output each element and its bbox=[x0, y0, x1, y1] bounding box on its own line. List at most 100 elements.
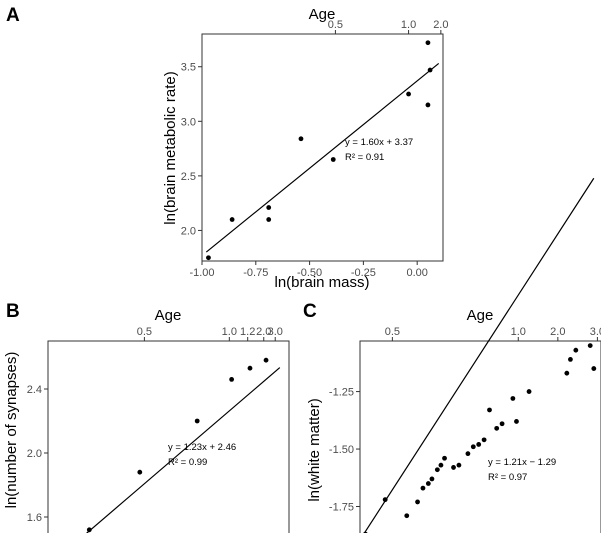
top-tick-label-c-3: 3.0 bbox=[590, 326, 601, 338]
data-point-c-2 bbox=[382, 497, 388, 503]
y-axis-title-a: ln(brain metabolic rate) bbox=[162, 71, 179, 224]
data-points-b bbox=[86, 357, 269, 533]
data-point-b-1 bbox=[137, 469, 143, 475]
data-point-a-3 bbox=[266, 217, 272, 222]
data-point-a-5 bbox=[330, 157, 336, 162]
data-point-c-19 bbox=[499, 421, 505, 427]
top-axis-title-b: Age bbox=[155, 307, 182, 324]
x-tick-label-a-3: -0.25 bbox=[351, 267, 376, 279]
data-point-c-9 bbox=[438, 462, 444, 468]
y-axis-title-b: ln(number of synapses) bbox=[3, 352, 20, 509]
data-point-b-5 bbox=[263, 357, 269, 363]
data-point-a-1 bbox=[229, 217, 235, 222]
plot-area-c bbox=[359, 340, 601, 533]
panel-label-b: B bbox=[6, 301, 20, 322]
top-tick-label-b-3: 2.0 bbox=[256, 326, 271, 338]
equation-b: y = 1.23x + 2.46 bbox=[168, 442, 236, 453]
y-tick-label-c-0: -1.75 bbox=[329, 502, 354, 514]
data-point-a-7 bbox=[425, 40, 431, 46]
data-point-c-20 bbox=[510, 396, 516, 401]
x-tick-label-a-2: -0.50 bbox=[297, 267, 322, 279]
data-point-c-27 bbox=[591, 366, 597, 371]
y-tick-label-a-1: 2.5 bbox=[181, 171, 196, 183]
y-tick-label-c-1: -1.50 bbox=[329, 444, 354, 456]
x-axis-title-a: ln(brain mass) bbox=[274, 274, 369, 291]
equation-a: y = 1.60x + 3.37 bbox=[345, 137, 413, 148]
data-points-c bbox=[363, 343, 597, 533]
data-point-c-13 bbox=[465, 451, 471, 457]
data-point-c-3 bbox=[404, 513, 410, 519]
data-point-c-25 bbox=[573, 347, 579, 353]
data-point-c-24 bbox=[568, 356, 573, 362]
data-point-c-15 bbox=[476, 442, 482, 447]
y-tick-label-b-1: 2.0 bbox=[27, 448, 42, 460]
y-tick-label-a-0: 2.0 bbox=[181, 225, 196, 237]
top-tick-label-b-0: 0.5 bbox=[137, 326, 152, 338]
data-point-a-8 bbox=[427, 67, 433, 73]
data-point-c-11 bbox=[451, 465, 456, 470]
data-point-b-4 bbox=[247, 365, 253, 371]
data-point-b-0 bbox=[86, 527, 92, 533]
regression-line-c bbox=[363, 177, 595, 533]
regression-line-a bbox=[205, 63, 440, 253]
y-tick-label-b-2: 2.4 bbox=[27, 384, 42, 396]
ticks-a: -1.00 -0.75 -0.50 -0.25 0.00 2.0 2.5 3.0 3.5 0.5 1… bbox=[181, 19, 449, 279]
data-point-c-22 bbox=[526, 389, 532, 394]
data-point-c-26 bbox=[587, 343, 593, 348]
data-point-c-16 bbox=[481, 437, 487, 443]
data-point-c-8 bbox=[434, 467, 440, 473]
y-tick-label-a-2: 3.0 bbox=[181, 116, 196, 128]
equation-c: y = 1.21x − 1.29 bbox=[488, 457, 556, 468]
top-tick-label-a-1: 1.0 bbox=[401, 19, 416, 31]
top-tick-label-b-4: 3.0 bbox=[268, 326, 283, 338]
top-tick-label-c-1: 1.0 bbox=[511, 326, 526, 338]
r-squared-c: R² = 0.97 bbox=[488, 472, 527, 483]
data-point-c-18 bbox=[494, 425, 500, 431]
data-point-a-6 bbox=[406, 91, 411, 97]
data-point-c-12 bbox=[456, 462, 462, 468]
ticks-c: -1.75 -1.50 -1.25 0.5 1.0 2.0 3.0 bbox=[329, 326, 601, 514]
data-point-b-2 bbox=[194, 418, 200, 424]
regression-line-b bbox=[85, 367, 281, 533]
r-squared-b: R² = 0.99 bbox=[168, 457, 207, 468]
top-tick-label-c-0: 0.5 bbox=[385, 326, 400, 338]
data-point-a-0 bbox=[206, 255, 211, 261]
plot-area-b bbox=[47, 340, 290, 533]
data-point-c-5 bbox=[420, 485, 426, 491]
data-point-c-21 bbox=[514, 419, 519, 424]
y-axis-title-c: ln(white matter) bbox=[306, 398, 323, 501]
data-point-c-6 bbox=[425, 481, 431, 486]
panel-a: A Age ln(brain mass) ln(brain metabolic … bbox=[6, 5, 448, 291]
top-axis-title-a: Age bbox=[309, 6, 336, 23]
x-tick-label-a-4: 0.00 bbox=[406, 267, 427, 279]
data-point-a-2 bbox=[266, 205, 272, 210]
data-point-c-17 bbox=[487, 407, 492, 413]
x-tick-label-a-0: -1.00 bbox=[189, 267, 214, 279]
y-tick-label-b-0: 1.6 bbox=[27, 512, 42, 524]
panel-c: C Age ln(white matter) -1.75 -1.50 -1.25 0.… bbox=[303, 177, 601, 533]
data-point-a-9 bbox=[425, 102, 431, 108]
top-tick-label-a-2: 2.0 bbox=[433, 19, 448, 31]
top-tick-label-b-2: 1.2 bbox=[240, 326, 255, 338]
top-axis-title-c: Age bbox=[467, 307, 494, 324]
top-tick-label-a-0: 0.5 bbox=[328, 19, 343, 31]
r-squared-a: R² = 0.91 bbox=[345, 152, 384, 163]
panel-b: B Age ln(number of synapses) 1.6 2.0 2.4 0.… bbox=[3, 301, 290, 533]
data-point-c-10 bbox=[442, 455, 447, 461]
data-point-c-14 bbox=[470, 444, 476, 450]
data-point-c-7 bbox=[429, 476, 435, 482]
data-point-c-23 bbox=[564, 370, 570, 376]
panel-label-c: C bbox=[303, 301, 317, 322]
ticks-b: 1.62.02.40.5 1.0 1.2 2.03.0 bbox=[27, 326, 283, 524]
data-point-a-4 bbox=[298, 136, 304, 142]
data-points-a bbox=[206, 40, 433, 261]
x-tick-label-a-1: -0.75 bbox=[243, 267, 268, 279]
data-point-b-3 bbox=[229, 377, 235, 382]
y-tick-label-c-2: -1.25 bbox=[329, 387, 354, 399]
data-point-c-4 bbox=[415, 499, 420, 505]
y-tick-label-a-3: 3.5 bbox=[181, 62, 196, 74]
panel-label-a: A bbox=[6, 5, 20, 26]
top-tick-label-b-1: 1.0 bbox=[222, 326, 237, 338]
plot-area-a bbox=[201, 33, 444, 262]
